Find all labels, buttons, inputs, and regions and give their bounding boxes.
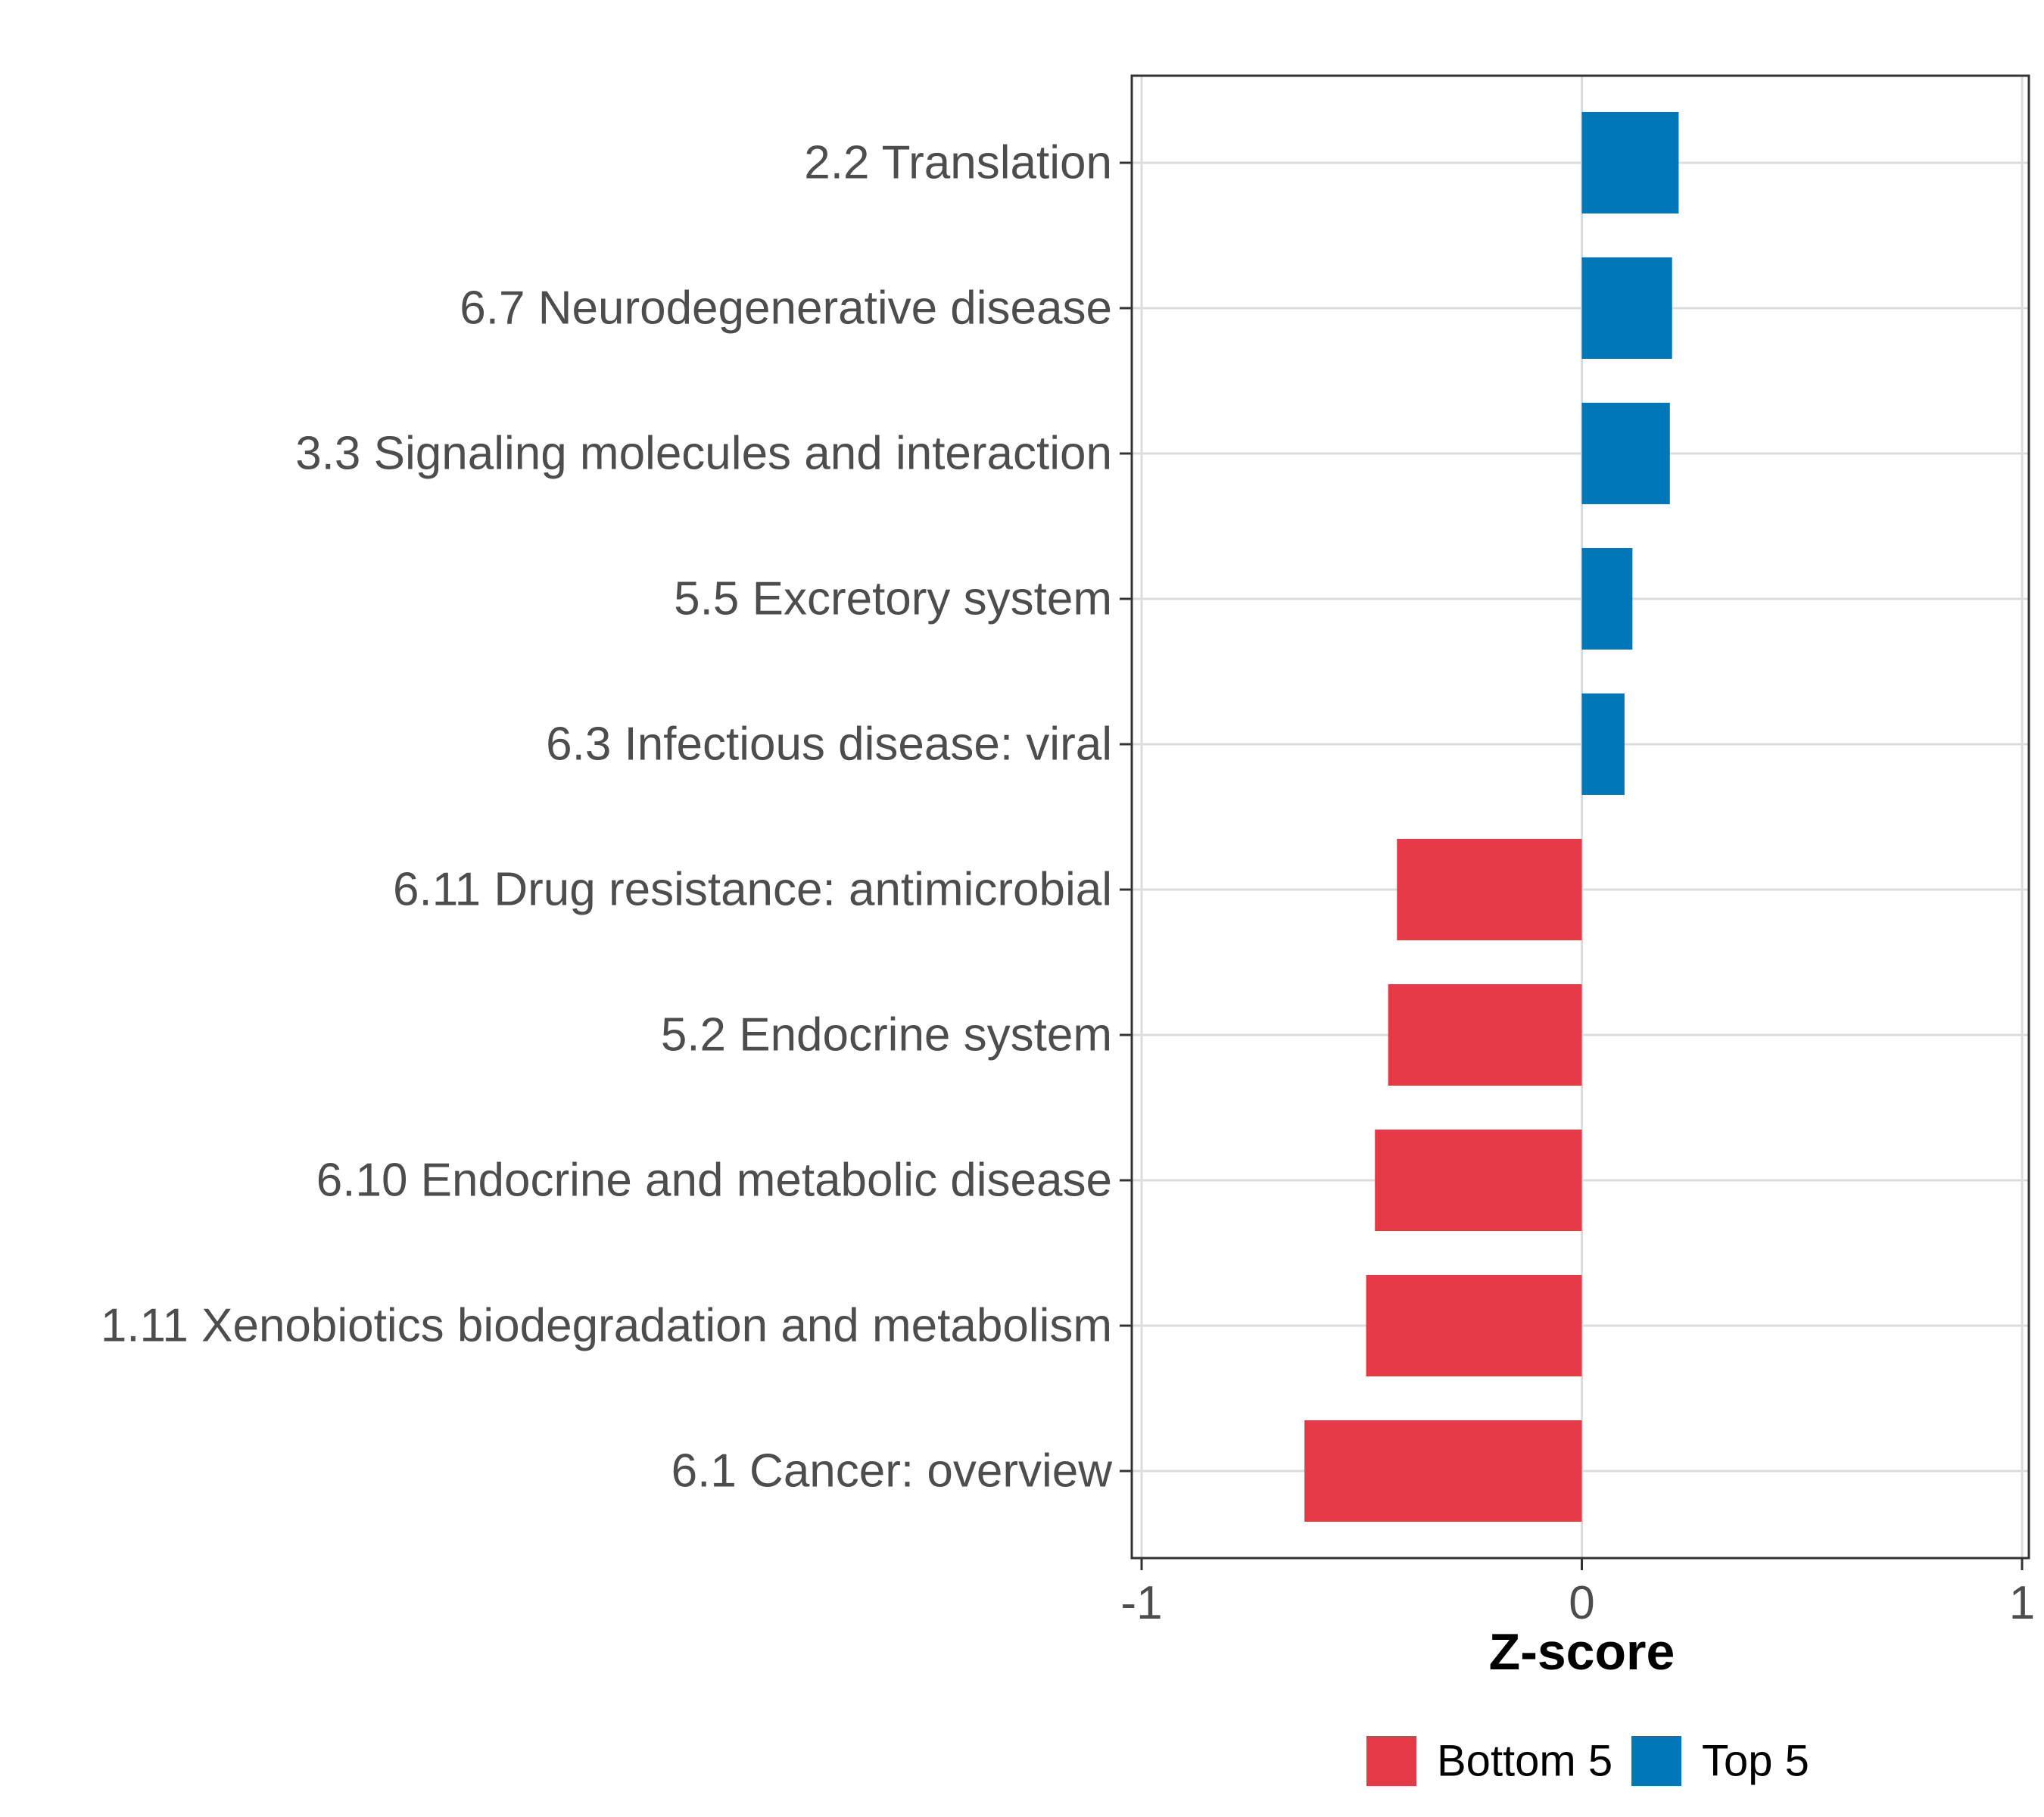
legend-label: Top 5 xyxy=(1702,1737,1809,1786)
bars xyxy=(1304,112,1679,1522)
bar xyxy=(1581,693,1625,795)
y-tick-label: 5.2 Endocrine system xyxy=(661,1009,1112,1061)
bar xyxy=(1581,257,1672,359)
y-tick-label: 6.11 Drug resistance: antimicrobial xyxy=(393,864,1112,916)
legend-swatch xyxy=(1366,1736,1416,1786)
y-axis: 2.2 Translation 6.7 Neurodegenerative dis… xyxy=(101,137,1132,1498)
y-tick-label: 6.10 Endocrine and metabolic disease xyxy=(316,1155,1112,1207)
y-tick-label: 5.5 Excretory system xyxy=(674,573,1112,625)
legend: Bottom 5 Top 5 xyxy=(1366,1736,1809,1786)
y-tick-label: 6.7 Neurodegenerative disease xyxy=(460,282,1112,335)
plot-panel-border xyxy=(1130,74,2030,1560)
bar xyxy=(1366,1275,1582,1376)
legend-label: Bottom 5 xyxy=(1437,1737,1612,1786)
bar xyxy=(1581,403,1670,504)
y-tick-label: 3.3 Signaling molecules and interaction xyxy=(295,428,1112,480)
bar xyxy=(1581,112,1679,213)
x-tick-label: -1 xyxy=(1120,1577,1162,1629)
bar xyxy=(1397,839,1582,940)
bar xyxy=(1388,984,1582,1086)
legend-swatch xyxy=(1631,1736,1681,1786)
bar xyxy=(1375,1130,1582,1231)
x-tick-label: 1 xyxy=(2009,1577,2035,1629)
x-axis: -1 0 1 xyxy=(1120,1558,2035,1629)
y-tick-label: 2.2 Translation xyxy=(804,137,1112,189)
x-axis-title: Z-score xyxy=(1489,1623,1675,1681)
bar xyxy=(1304,1420,1582,1522)
x-tick-label: 0 xyxy=(1569,1577,1594,1629)
y-tick-label: 1.11 Xenobiotics biodegradation and meta… xyxy=(101,1300,1112,1352)
y-tick-label: 6.1 Cancer: overview xyxy=(671,1445,1113,1498)
bar xyxy=(1581,548,1633,650)
y-tick-label: 6.3 Infectious disease: viral xyxy=(546,718,1112,771)
